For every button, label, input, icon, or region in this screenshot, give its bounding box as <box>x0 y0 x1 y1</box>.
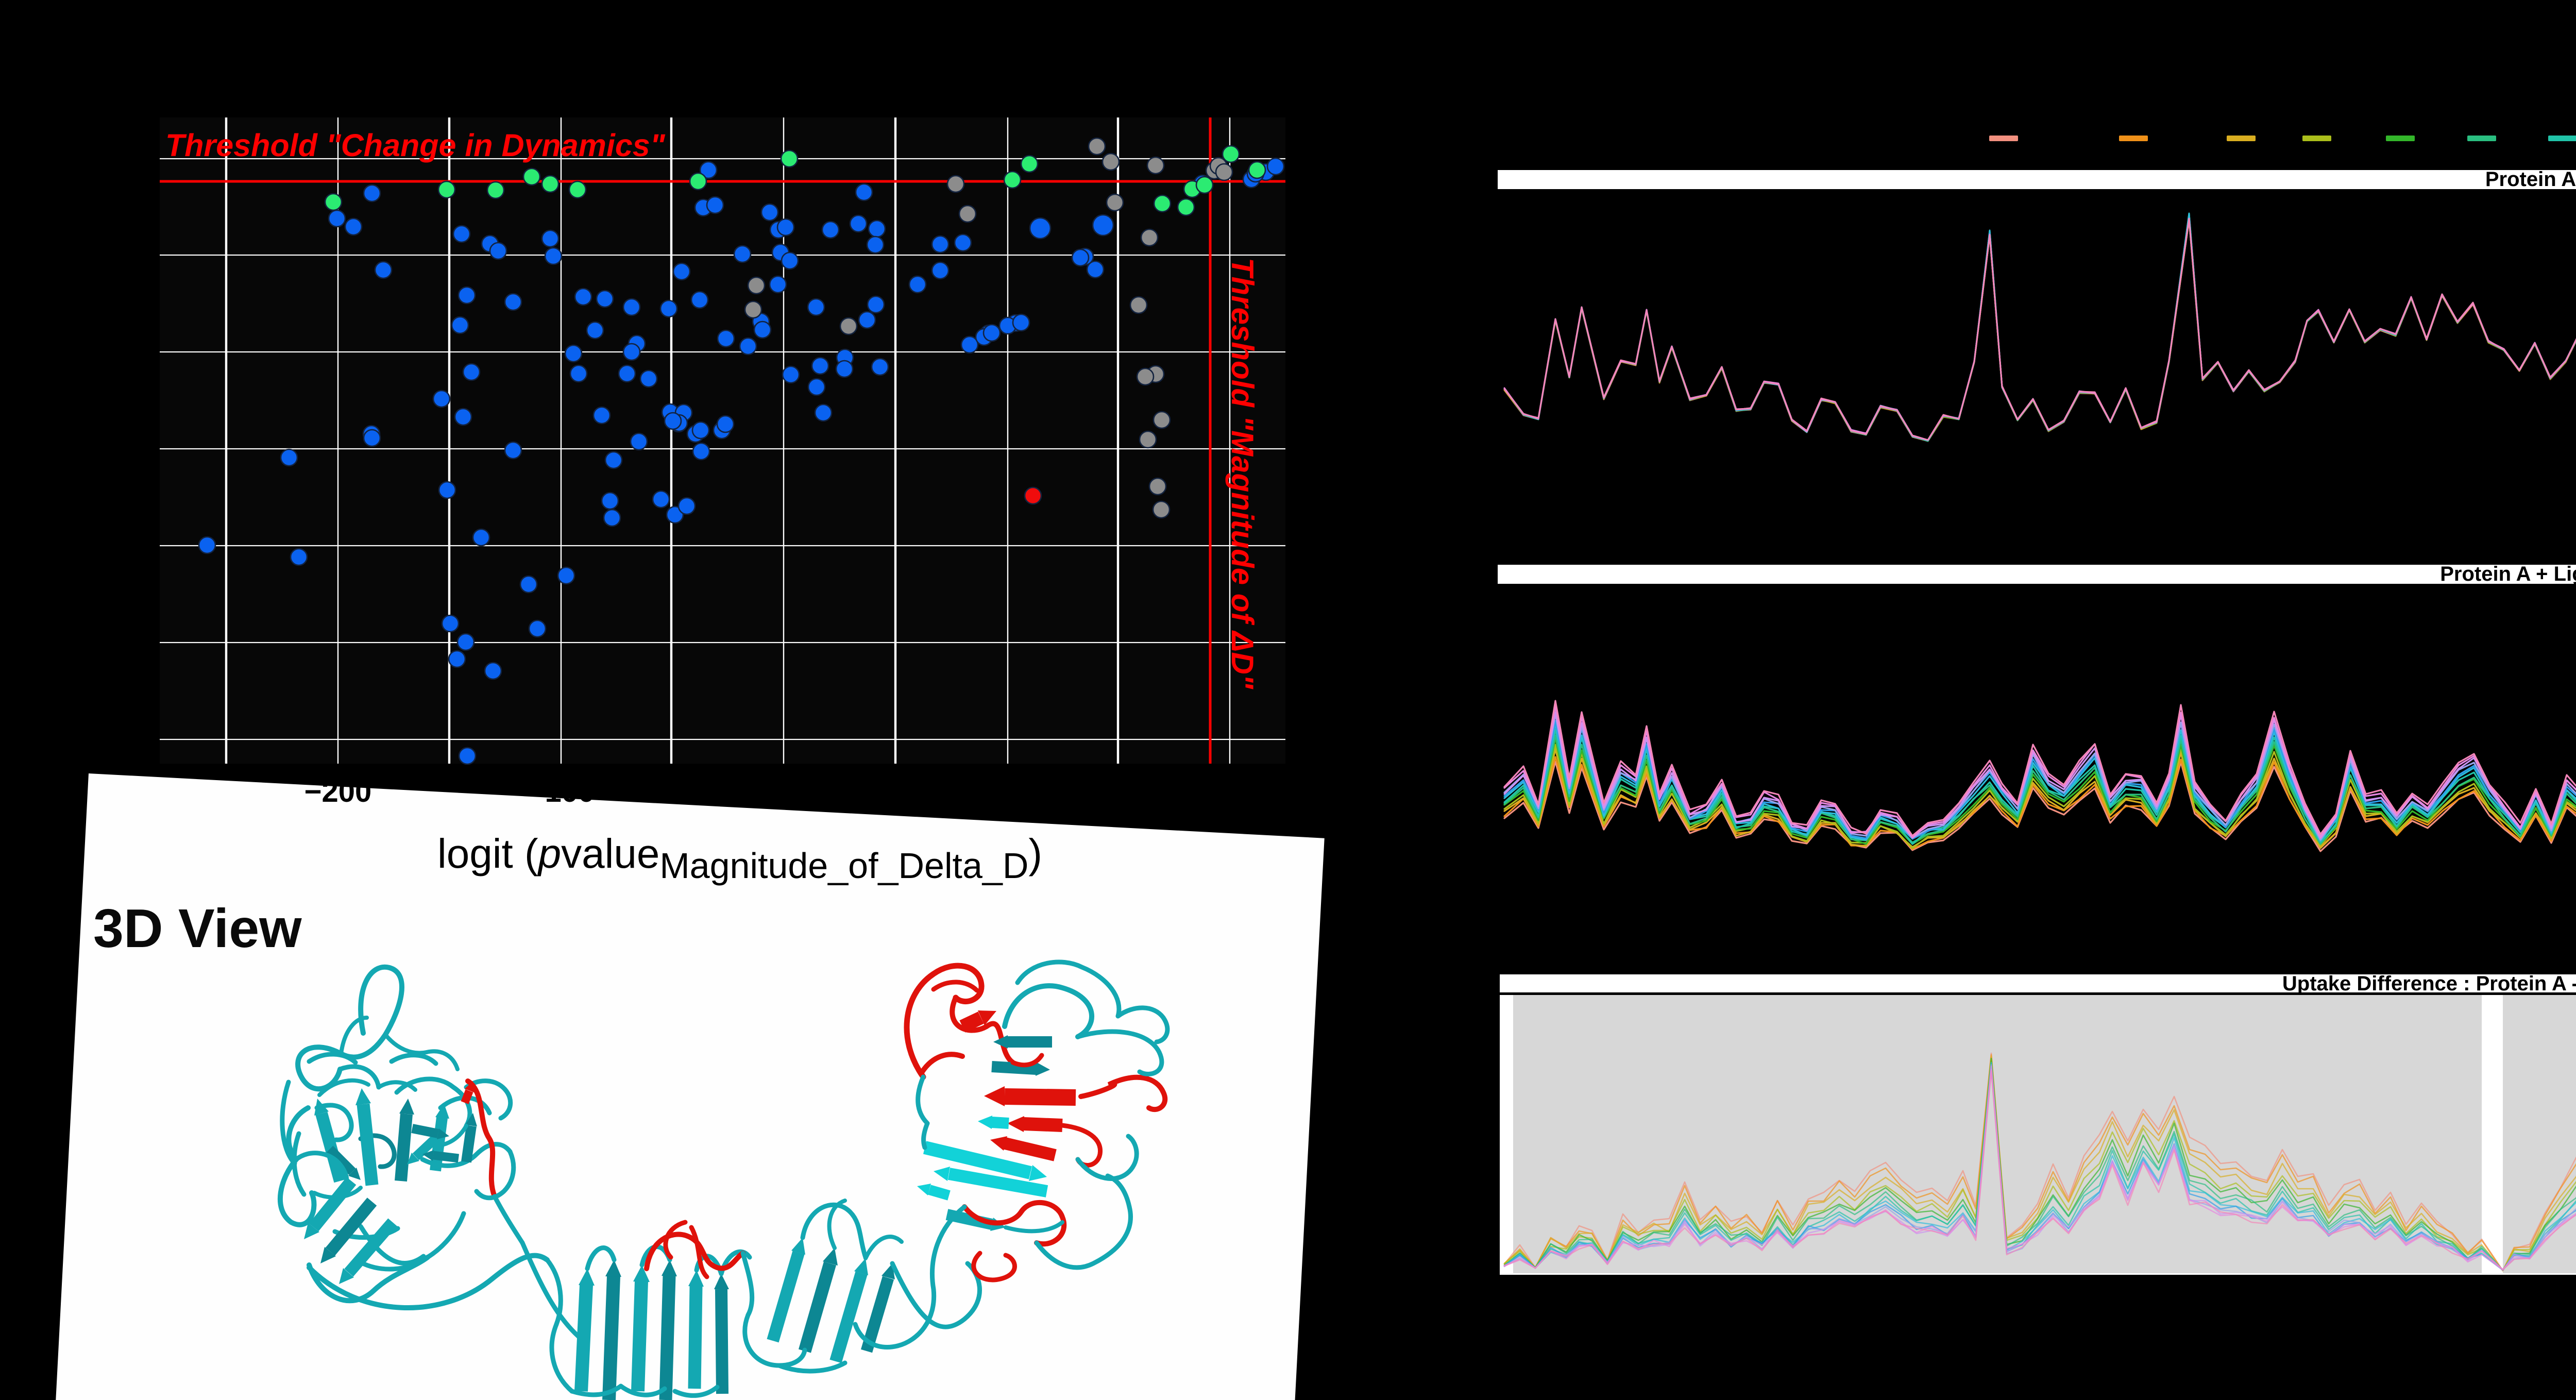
svg-text:Uptake Difference : Protein A: Uptake Difference : Protein A - (Protein… <box>2282 972 2576 995</box>
svg-text:Threshold "Magnitude of ΔD": Threshold "Magnitude of ΔD" <box>1225 258 1260 690</box>
svg-text:−200: −200 <box>304 775 372 808</box>
svg-text:Protein A + Ligand: Protein A + Ligand <box>2440 563 2576 585</box>
svg-text:Protein A: Protein A <box>2485 168 2576 191</box>
svg-text:3D View: 3D View <box>93 898 302 959</box>
svg-text:−100: −100 <box>528 775 595 808</box>
svg-text:Threshold "Change in Dynamics": Threshold "Change in Dynamics" <box>165 128 666 163</box>
